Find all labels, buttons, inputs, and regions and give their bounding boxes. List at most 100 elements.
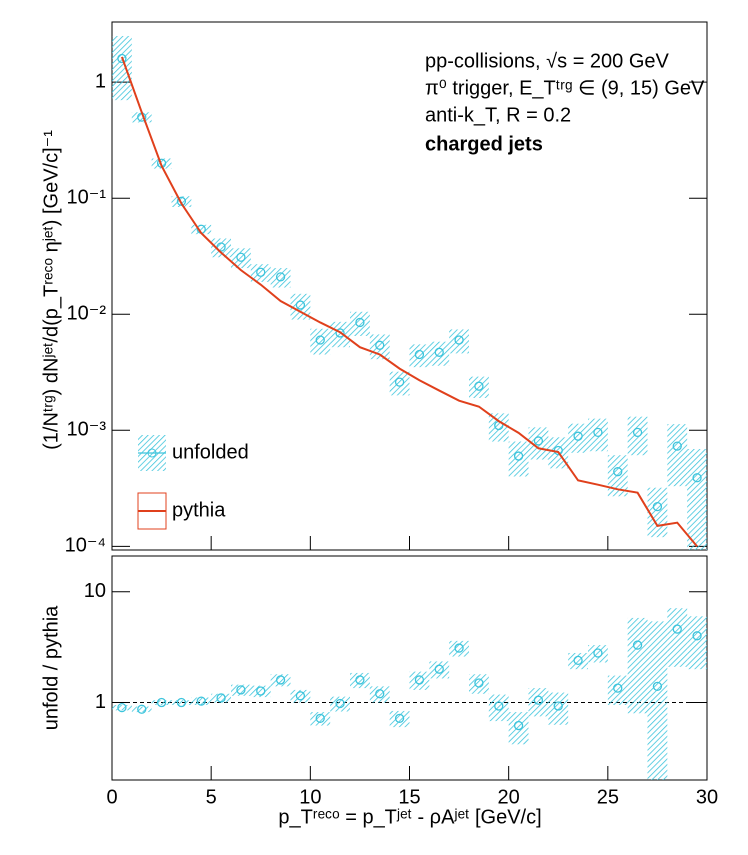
error-band [211, 693, 231, 703]
error-band [211, 238, 231, 258]
data-point [652, 681, 663, 691]
error-band [310, 712, 331, 726]
data-point [613, 467, 623, 477]
error-band [131, 112, 152, 123]
error-band [409, 671, 430, 690]
x-tick-label: 0 [106, 786, 117, 808]
data-point [236, 252, 246, 262]
error-band [290, 689, 311, 703]
error-band [270, 268, 291, 288]
error-band [389, 710, 410, 728]
error-band [151, 700, 172, 706]
data-point [117, 702, 127, 713]
data-point [513, 720, 524, 731]
data-point [216, 693, 226, 703]
error-band [310, 328, 331, 355]
data-point [454, 643, 464, 653]
error-band [687, 448, 707, 550]
data-point [573, 655, 583, 666]
data-point [117, 53, 127, 64]
data-point [295, 691, 306, 701]
error-band [112, 35, 132, 101]
error-band [687, 616, 707, 670]
error-band [449, 640, 469, 657]
legend-label: pythia [172, 499, 226, 521]
data-point [394, 713, 405, 723]
x-tick-label: 25 [597, 786, 619, 808]
error-band [588, 418, 608, 452]
data-point [474, 381, 484, 391]
data-point [355, 317, 365, 328]
y-axis-title: (1/Nᵗʳᵍ) dNʲᵉᵗ/d(p_Tʳᵉᶜᵒ ηʲᵉᵗ) [GeV/c]⁻¹ [40, 130, 62, 450]
error-band [508, 712, 529, 745]
legend-label: unfolded [172, 441, 249, 463]
error-band [667, 608, 688, 667]
data-point [593, 648, 603, 658]
data-point [692, 631, 702, 641]
error-band [627, 617, 648, 714]
error-band [330, 321, 350, 348]
error-band [528, 688, 549, 717]
data-point [275, 675, 286, 685]
error-band [528, 427, 549, 460]
error-band [568, 423, 588, 453]
x-tick-label: 15 [398, 786, 420, 808]
data-point [196, 696, 206, 706]
data-point [335, 328, 345, 338]
data-point [513, 451, 524, 461]
data-point [176, 196, 187, 206]
y-tick-label: 10⁻² [67, 303, 107, 325]
data-point [593, 427, 603, 438]
error-band [488, 413, 509, 442]
plot-area [112, 608, 707, 780]
data-point [573, 431, 583, 441]
error-band [667, 424, 688, 487]
error-band [389, 371, 410, 396]
y-tick-label: 10⁻⁴ [65, 535, 106, 557]
data-point [414, 349, 425, 360]
error-band [250, 264, 271, 282]
x-tick-label: 10 [299, 786, 321, 808]
error-band [131, 706, 152, 713]
error-band [548, 692, 569, 725]
data-point [632, 427, 643, 438]
data-point [672, 624, 682, 634]
line [120, 56, 698, 547]
plot-area [112, 35, 707, 550]
error-band [449, 329, 469, 354]
data-point [256, 686, 266, 696]
error-band [429, 341, 450, 366]
error-band [231, 684, 251, 696]
error-band [112, 705, 132, 711]
error-band [350, 672, 370, 689]
data-point [692, 473, 702, 483]
error-band [171, 700, 192, 706]
y-tick-label: 1 [95, 70, 106, 92]
data-point [553, 701, 563, 711]
error-band [409, 344, 430, 368]
error-band [488, 694, 509, 722]
data-point [315, 335, 325, 345]
error-band [290, 293, 311, 320]
annotation: charged jets [425, 133, 543, 155]
error-band [607, 675, 628, 706]
error-band [469, 674, 489, 694]
error-band [369, 686, 390, 703]
data-point [375, 689, 385, 699]
data-point [355, 675, 365, 685]
data-point [494, 701, 504, 711]
plot-frame [111, 555, 708, 781]
data-point [454, 335, 464, 345]
error-band [508, 441, 529, 477]
data-point [176, 697, 187, 708]
annotation: pp-collisions, √s = 200 GeV [425, 50, 670, 72]
data-point [394, 377, 405, 387]
data-point [156, 697, 167, 708]
error-band [429, 661, 450, 679]
data-point [434, 347, 444, 357]
error-band [191, 697, 212, 706]
x-tick-label: 30 [696, 786, 718, 808]
data-point [335, 698, 345, 709]
legend-swatch [147, 448, 157, 458]
